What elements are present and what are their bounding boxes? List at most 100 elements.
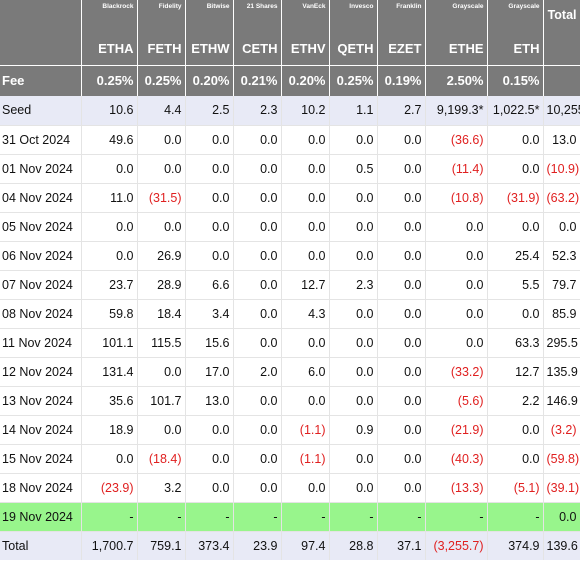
flow-value-cell: (5.1) <box>487 473 544 503</box>
flow-value-cell: 63.3 <box>487 328 544 358</box>
flow-value-cell: (40.3) <box>425 444 488 474</box>
row-total-cell: (39.1) <box>543 473 580 503</box>
flow-value-cell: - <box>81 502 138 532</box>
flow-value-cell: (13.3) <box>425 473 488 503</box>
flow-value-cell: 0.0 <box>281 212 330 242</box>
fee-label: Fee <box>0 64 82 96</box>
flow-value-cell: (31.9) <box>487 183 544 213</box>
flow-value-cell: - <box>329 502 378 532</box>
flow-value-cell: 0.0 <box>185 415 234 445</box>
seed-row: Seed 10.6 4.4 2.5 2.3 10.2 1.1 2.7 9,199.3* 1,022… <box>0 96 580 126</box>
flow-value-cell: 1.1 <box>329 96 378 126</box>
flow-value-cell: 0.0 <box>137 357 186 387</box>
flow-value-cell: 0.0 <box>185 444 234 474</box>
flow-value-cell: 0.0 <box>137 212 186 242</box>
flow-value-cell: 0.0 <box>377 386 426 416</box>
flow-value-cell: 2.3 <box>233 96 282 126</box>
row-label: 15 Nov 2024 <box>0 444 82 474</box>
flow-value-cell: 15.6 <box>185 328 234 358</box>
flow-value-cell: 0.0 <box>425 241 488 271</box>
flow-value-cell: 0.0 <box>487 125 544 155</box>
flow-value-cell: - <box>377 502 426 532</box>
issuer-header-cell: Bitwise <box>185 0 234 33</box>
table-row: 31 Oct 2024 49.6 0.0 0.0 0.0 0.0 0.0 0.0 (36.6) 0… <box>0 125 580 155</box>
flow-value-cell: (1.1) <box>281 415 330 445</box>
row-label: 31 Oct 2024 <box>0 125 82 155</box>
ticker-header-cell: QETH <box>329 33 378 65</box>
flow-value-cell: 0.0 <box>377 328 426 358</box>
flow-value-cell: - <box>185 502 234 532</box>
flow-value-cell: 0.0 <box>377 299 426 329</box>
flow-value-cell: 759.1 <box>137 531 186 560</box>
flow-value-cell: 0.0 <box>329 212 378 242</box>
flow-value-cell: 2.7 <box>377 96 426 126</box>
row-total-cell: (63.2) <box>543 183 580 213</box>
flow-value-cell: 0.0 <box>377 270 426 300</box>
fee-cell: 0.15% <box>487 64 544 96</box>
flow-value-cell: (1.1) <box>281 444 330 474</box>
row-label: 06 Nov 2024 <box>0 241 82 271</box>
flow-value-cell: 4.4 <box>137 96 186 126</box>
flow-value-cell: 0.0 <box>487 212 544 242</box>
fee-cell: 0.25% <box>329 64 378 96</box>
row-label: 01 Nov 2024 <box>0 154 82 184</box>
flow-value-cell: 0.0 <box>233 444 282 474</box>
table-row: 14 Nov 2024 18.9 0.0 0.0 0.0 (1.1) 0.9 0.0 (21.9… <box>0 415 580 445</box>
row-label: 07 Nov 2024 <box>0 270 82 300</box>
flow-value-cell: 28.8 <box>329 531 378 560</box>
row-total-cell: 295.5 <box>543 328 580 358</box>
flow-value-cell: 0.0 <box>329 357 378 387</box>
flow-value-cell: 10.6 <box>81 96 138 126</box>
flow-value-cell: 0.0 <box>233 299 282 329</box>
flow-value-cell: 5.5 <box>487 270 544 300</box>
flow-value-cell: (21.9) <box>425 415 488 445</box>
row-label: 14 Nov 2024 <box>0 415 82 445</box>
flow-value-cell: 0.0 <box>81 154 138 184</box>
flow-value-cell: 0.0 <box>329 444 378 474</box>
flow-value-cell: 0.0 <box>425 212 488 242</box>
flow-value-cell: 0.0 <box>329 125 378 155</box>
flow-value-cell: 0.0 <box>233 386 282 416</box>
flow-value-cell: 4.3 <box>281 299 330 329</box>
flow-value-cell: 0.0 <box>329 241 378 271</box>
flow-value-cell: 17.0 <box>185 357 234 387</box>
flow-value-cell: 0.0 <box>377 473 426 503</box>
flow-value-cell: 0.0 <box>487 299 544 329</box>
flow-value-cell: 0.0 <box>281 386 330 416</box>
row-total-cell: (59.8) <box>543 444 580 474</box>
flow-value-cell: 0.0 <box>233 154 282 184</box>
issuer-header-cell: Grayscale <box>487 0 544 33</box>
row-total-cell: (3.2) <box>543 415 580 445</box>
table-row: 12 Nov 2024 131.4 0.0 17.0 2.0 6.0 0.0 0.0 (33.2… <box>0 357 580 387</box>
total-row: Total 1,700.7 759.1 373.4 23.9 97.4 28.8 37.1 (3… <box>0 531 580 560</box>
flow-value-cell: 0.0 <box>487 154 544 184</box>
flow-value-cell: 2.2 <box>487 386 544 416</box>
flow-value-cell: 2.3 <box>329 270 378 300</box>
flow-value-cell: 0.0 <box>377 357 426 387</box>
flow-value-cell: 101.1 <box>81 328 138 358</box>
flow-value-cell: 13.0 <box>185 386 234 416</box>
flow-value-cell: 12.7 <box>487 357 544 387</box>
flow-value-cell: 18.9 <box>81 415 138 445</box>
issuer-header-cell: VanEck <box>281 0 330 33</box>
table-row: 07 Nov 2024 23.7 28.9 6.6 0.0 12.7 2.3 0.0 0.0 5.… <box>0 270 580 300</box>
flow-value-cell: 0.0 <box>425 328 488 358</box>
flow-value-cell: 0.0 <box>233 183 282 213</box>
row-label: 19 Nov 2024 <box>0 502 82 532</box>
flow-value-cell: (5.6) <box>425 386 488 416</box>
flow-value-cell: 0.0 <box>137 415 186 445</box>
row-label: 05 Nov 2024 <box>0 212 82 242</box>
flow-value-cell: 115.5 <box>137 328 186 358</box>
fee-cell: 0.21% <box>233 64 282 96</box>
table-row: 01 Nov 2024 0.0 0.0 0.0 0.0 0.0 0.5 0.0 (11.4) 0.… <box>0 154 580 184</box>
row-total-cell: 0.0 <box>543 502 580 532</box>
flow-value-cell: 12.7 <box>281 270 330 300</box>
flow-value-cell: 0.0 <box>281 241 330 271</box>
flow-value-cell: 0.0 <box>425 299 488 329</box>
ticker-header-cell: ETHW <box>185 33 234 65</box>
flow-value-cell: (18.4) <box>137 444 186 474</box>
flow-value-cell: 0.0 <box>377 415 426 445</box>
flow-value-cell: 0.0 <box>281 183 330 213</box>
row-total-cell: 85.9 <box>543 299 580 329</box>
flow-value-cell: 0.0 <box>137 125 186 155</box>
